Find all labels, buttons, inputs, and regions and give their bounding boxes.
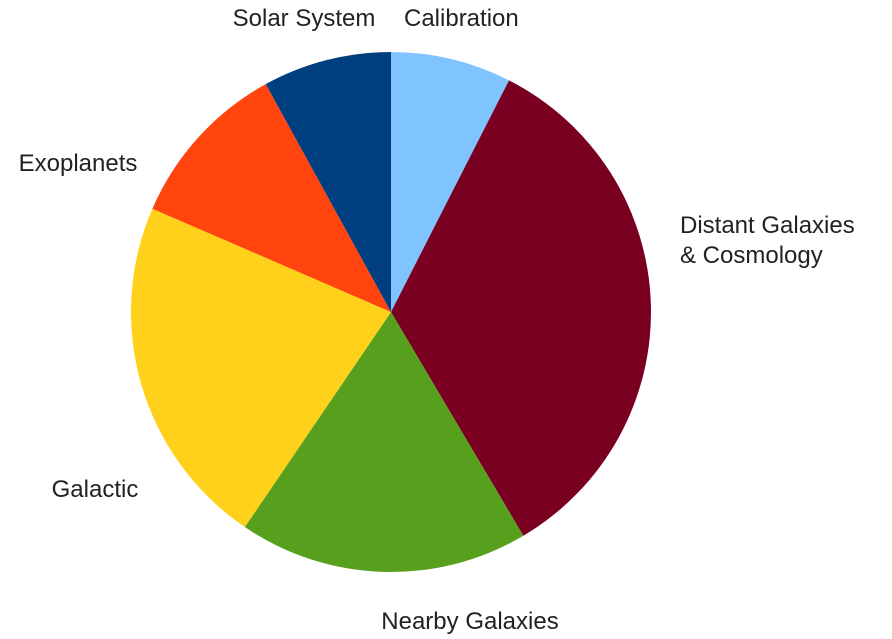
pie-slices bbox=[130, 51, 651, 572]
label-solar-system: Solar System bbox=[233, 5, 376, 32]
slice-nearby-galaxies bbox=[244, 312, 524, 572]
slice-calibration bbox=[391, 52, 510, 312]
pie-labels: Calibration Distant Galaxies & Cosmology Ne… bbox=[19, 5, 855, 635]
label-line-solar-system-0: Solar System bbox=[233, 5, 376, 32]
slice-solar-system bbox=[265, 51, 391, 312]
label-galactic: Galactic bbox=[52, 476, 139, 503]
label-nearby-galaxies: Nearby Galaxies bbox=[381, 608, 558, 635]
slice-galactic bbox=[130, 208, 391, 528]
label-calibration: Calibration bbox=[404, 5, 519, 32]
slice-distant-galaxies-cosmology bbox=[391, 80, 651, 536]
label-distant-galaxies-cosmology: Distant Galaxies & Cosmology bbox=[680, 212, 855, 269]
slice-exoplanets bbox=[152, 84, 391, 312]
label-line-nearby-galaxies-0: Nearby Galaxies bbox=[381, 608, 558, 635]
label-line-calibration-0: Calibration bbox=[404, 5, 519, 32]
label-line-galactic-0: Galactic bbox=[52, 476, 139, 503]
label-line-distant-galaxies-cosmology-1: & Cosmology bbox=[680, 242, 823, 269]
label-line-distant-galaxies-cosmology-0: Distant Galaxies bbox=[680, 212, 855, 239]
label-line-exoplanets-0: Exoplanets bbox=[19, 150, 138, 177]
label-exoplanets: Exoplanets bbox=[19, 150, 138, 177]
